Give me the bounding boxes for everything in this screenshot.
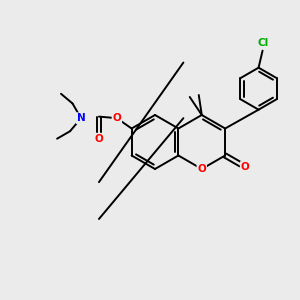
Text: O: O — [94, 134, 103, 144]
Text: O: O — [197, 164, 206, 174]
Text: O: O — [112, 113, 121, 123]
Text: Cl: Cl — [258, 38, 269, 48]
Text: O: O — [241, 162, 249, 172]
Text: N: N — [76, 113, 85, 123]
